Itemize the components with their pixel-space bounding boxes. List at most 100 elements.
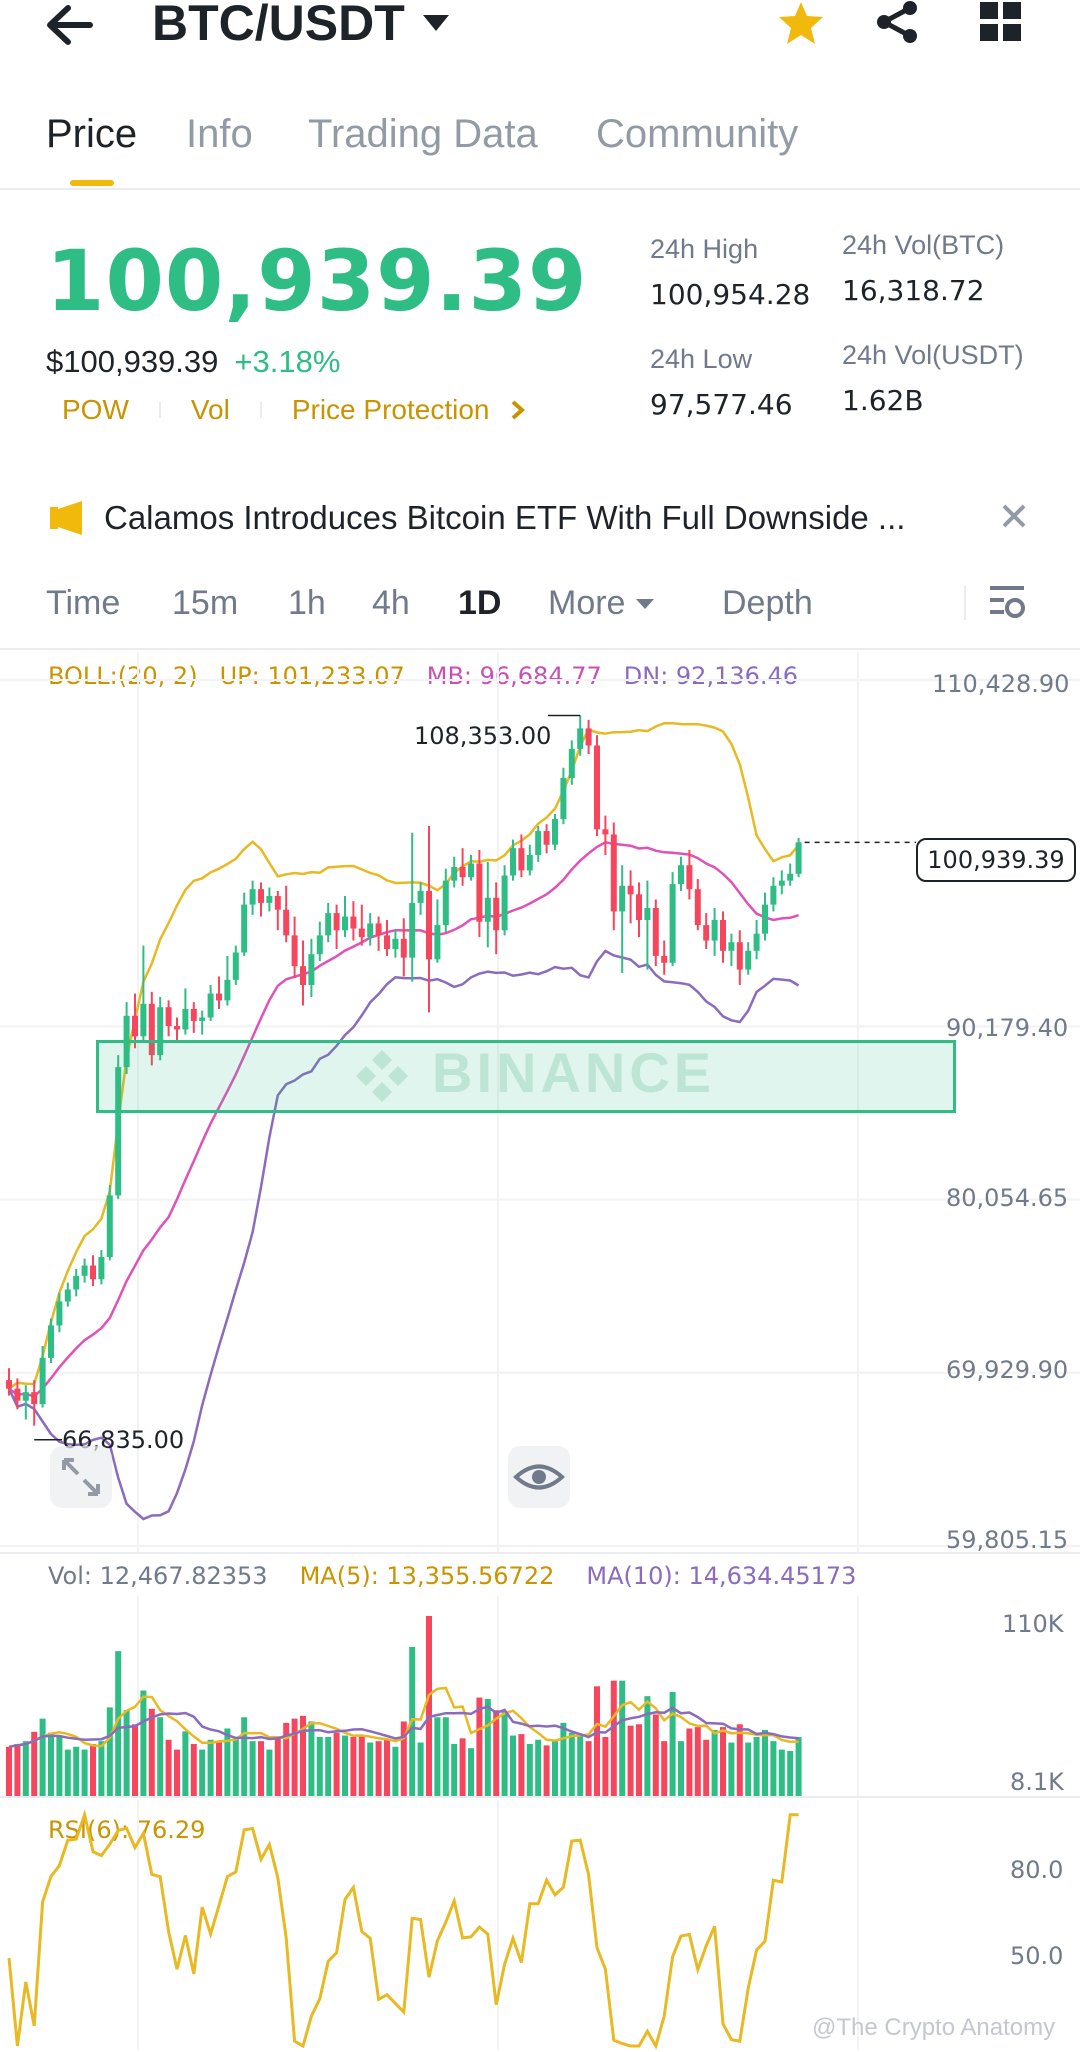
candle-body bbox=[501, 875, 508, 931]
chip-separator bbox=[259, 402, 262, 418]
rsi-divider bbox=[0, 1796, 1080, 1798]
chip-vol[interactable]: Vol bbox=[190, 394, 230, 425]
boll-params: BOLL:(20, 2) bbox=[48, 662, 198, 690]
candle-body bbox=[400, 938, 407, 958]
stat-vol-usdt-label: 24h Vol(USDT) bbox=[842, 340, 1024, 370]
candle-body bbox=[216, 993, 222, 1001]
volume-bar bbox=[552, 1739, 558, 1796]
tab-divider bbox=[0, 188, 1080, 190]
news-banner[interactable]: Calamos Introduces Bitcoin ETF With Full… bbox=[50, 492, 1040, 544]
current-price-tag: 100,939.39 bbox=[916, 838, 1076, 882]
price-chart[interactable] bbox=[0, 652, 1080, 1552]
volume-bar bbox=[157, 1717, 164, 1796]
volume-bar bbox=[644, 1696, 651, 1796]
volume-bar bbox=[434, 1717, 441, 1796]
rsi-axis-label: 50.0 bbox=[1010, 1942, 1064, 1970]
credit-watermark: @The Crypto Anatomy bbox=[812, 2014, 1056, 2041]
candle-body bbox=[392, 938, 399, 950]
tf-15m[interactable]: 15m bbox=[172, 584, 239, 622]
back-button[interactable] bbox=[40, 2, 100, 48]
candle-body bbox=[409, 902, 416, 958]
candle-body bbox=[207, 993, 214, 1018]
candle-body bbox=[90, 1265, 96, 1280]
grid-menu-button[interactable] bbox=[980, 2, 1022, 47]
tf-4h[interactable]: 4h bbox=[372, 584, 410, 622]
candle-body bbox=[426, 890, 432, 960]
candle-body bbox=[434, 925, 441, 960]
volume-bar bbox=[669, 1691, 676, 1796]
volume-bar bbox=[375, 1741, 382, 1796]
volume-bar bbox=[56, 1736, 63, 1796]
tab-community[interactable]: Community bbox=[596, 112, 799, 156]
volume-bar bbox=[661, 1741, 668, 1796]
tab-trading-data[interactable]: Trading Data bbox=[308, 112, 538, 156]
chevron-right-icon[interactable] bbox=[509, 399, 527, 421]
volume-bar bbox=[258, 1741, 264, 1796]
pair-title: BTC/USDT bbox=[152, 0, 405, 51]
price-axis-label: 69,929.90 bbox=[946, 1356, 1069, 1384]
stat-24h-high: 100,954.28 bbox=[650, 278, 811, 311]
candle-body bbox=[703, 925, 710, 941]
candle-body bbox=[585, 728, 592, 746]
candle-body bbox=[442, 880, 449, 926]
volume-bar bbox=[476, 1697, 483, 1796]
candle-body bbox=[526, 854, 533, 871]
rsi-chart[interactable] bbox=[0, 1800, 1080, 2050]
volume-bar bbox=[358, 1735, 365, 1796]
volume-bar bbox=[442, 1717, 449, 1796]
candle-body bbox=[165, 1007, 172, 1027]
volume-bar bbox=[518, 1734, 525, 1796]
candle-body bbox=[535, 831, 542, 855]
candle-body bbox=[417, 890, 424, 903]
pair-selector[interactable]: BTC/USDT bbox=[152, 0, 451, 52]
tf-1d[interactable]: 1D bbox=[458, 584, 502, 622]
volume-bar bbox=[535, 1739, 542, 1796]
candle-body bbox=[115, 1067, 122, 1196]
favorite-button[interactable] bbox=[776, 0, 826, 51]
volume-bar bbox=[770, 1741, 777, 1796]
candle-body bbox=[266, 896, 273, 903]
candle-body bbox=[367, 923, 374, 938]
news-headline[interactable]: Calamos Introduces Bitcoin ETF With Full… bbox=[104, 499, 906, 536]
usd-price: $100,939.39 bbox=[46, 344, 219, 379]
expand-icon bbox=[62, 1458, 100, 1496]
candle-body bbox=[736, 942, 743, 970]
chart-settings-icon[interactable] bbox=[988, 584, 1028, 620]
binance-logo-icon bbox=[356, 1050, 408, 1102]
chip-price-protection[interactable]: Price Protection bbox=[291, 394, 490, 425]
tf-depth[interactable]: Depth bbox=[722, 584, 813, 622]
volume-bar bbox=[703, 1739, 710, 1796]
candle-body bbox=[350, 916, 357, 929]
volume-bar bbox=[778, 1749, 785, 1796]
price-axis-label: 110,428.90 bbox=[932, 670, 1070, 698]
volume-bar bbox=[300, 1715, 306, 1796]
candle-body bbox=[652, 908, 659, 956]
tab-price[interactable]: Price bbox=[46, 112, 138, 156]
candles bbox=[6, 714, 916, 1441]
volume-bar bbox=[627, 1725, 634, 1796]
candle-body bbox=[636, 894, 642, 920]
close-icon[interactable] bbox=[1000, 502, 1028, 530]
candle-body bbox=[543, 831, 550, 845]
tab-info[interactable]: Info bbox=[186, 112, 253, 156]
price-axis-label: 80,054.65 bbox=[946, 1184, 1069, 1212]
volume-bar bbox=[241, 1717, 248, 1796]
tf-time[interactable]: Time bbox=[46, 584, 121, 622]
price-axis-label: 90,179.40 bbox=[946, 1014, 1069, 1042]
tf-more[interactable]: More bbox=[548, 584, 655, 623]
chip-pow[interactable]: POW bbox=[62, 394, 129, 425]
volume-bars bbox=[6, 1616, 802, 1796]
volume-bar bbox=[333, 1732, 340, 1796]
volume-bar bbox=[678, 1741, 684, 1796]
stat-24h-low-label: 24h Low bbox=[650, 344, 753, 374]
visibility-button[interactable] bbox=[508, 1446, 570, 1508]
tf-1h[interactable]: 1h bbox=[288, 584, 326, 622]
chip-separator bbox=[158, 402, 161, 418]
volume-ma-lines bbox=[8, 1686, 799, 1749]
candle-body bbox=[73, 1275, 80, 1290]
fullscreen-button[interactable] bbox=[50, 1446, 112, 1508]
volume-bar bbox=[510, 1735, 516, 1796]
share-button[interactable] bbox=[872, 0, 922, 49]
candle-body bbox=[325, 913, 332, 936]
volume-chart[interactable] bbox=[0, 1596, 1080, 1796]
